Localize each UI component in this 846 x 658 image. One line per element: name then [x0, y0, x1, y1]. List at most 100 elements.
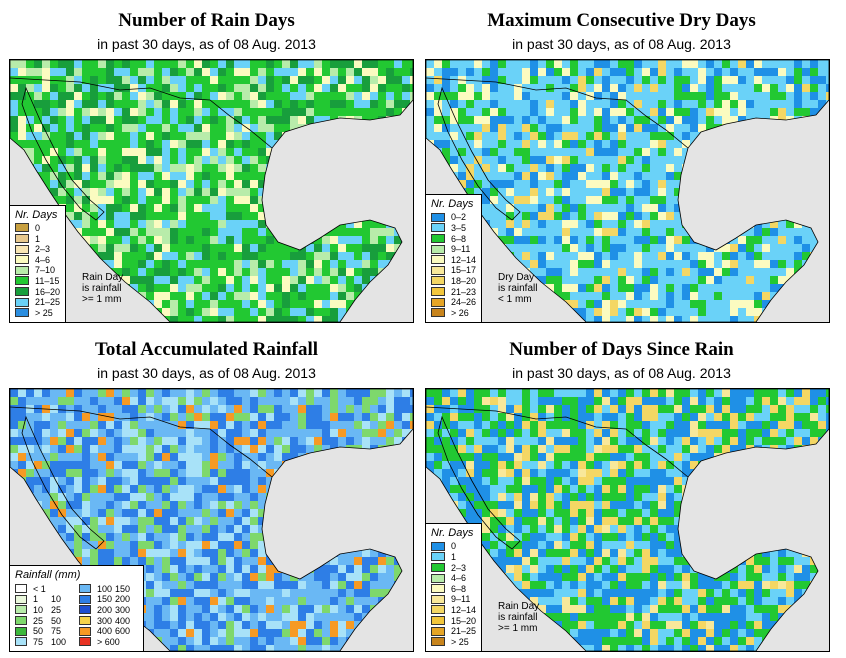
legend-range-from: > 600 — [97, 636, 120, 647]
note-line: is rainfall — [498, 283, 538, 294]
legend-row: 100 150 — [79, 583, 138, 594]
coastline — [437, 415, 521, 550]
legend-title: Nr. Days — [431, 527, 474, 540]
legend-label: 9–11 — [451, 244, 471, 255]
legend-row: 9–11 — [431, 244, 476, 255]
legend-swatch — [431, 552, 445, 562]
legend-label: > 26 — [451, 307, 469, 318]
legend-range-from: 150 — [97, 594, 113, 605]
legend-row: > 25 — [15, 307, 60, 318]
legend-swatch — [431, 265, 445, 275]
legend-label: 16–20 — [35, 286, 61, 297]
legend-row: 2–3 — [15, 244, 60, 255]
legend-swatch — [15, 297, 29, 307]
legend: Nr. Days 0 1 2–3 4–6 6–8 9–11 12–14 15–20 21–25 >… — [426, 523, 483, 651]
legend-row: 21–25 — [431, 626, 476, 637]
note-line: Rain Day — [498, 601, 540, 612]
legend-swatch — [431, 223, 445, 233]
legend-swatch — [15, 276, 29, 286]
legend-range-from: 75 — [33, 636, 44, 647]
legend-range-to: 10 — [51, 594, 62, 605]
panel-title: Total Accumulated Rainfall — [94, 339, 319, 360]
note-line: is rainfall — [82, 283, 122, 294]
legend-row: 24–26 — [431, 297, 476, 308]
legend-range-to: 200 — [115, 594, 131, 605]
legend-range-to: 50 — [51, 615, 62, 626]
legend-note: Dry Day is rainfall < 1 mm — [498, 272, 537, 305]
legend-swatch — [79, 605, 91, 615]
legend-label: 0 — [35, 222, 41, 233]
legend-title: Nr. Days — [431, 198, 474, 211]
legend-swatch — [431, 616, 445, 626]
legend-swatch — [431, 234, 445, 244]
legend-label: 24–26 — [451, 297, 477, 308]
legend-swatch — [15, 605, 27, 615]
legend-label: 0–2 — [451, 212, 467, 223]
legend-row: 1 10 — [15, 594, 69, 605]
legend-swatch — [15, 244, 29, 254]
country-border — [426, 406, 689, 478]
legend-row: 25 50 — [15, 615, 69, 626]
note-line: >= 1 mm — [498, 623, 538, 634]
country-border — [10, 77, 273, 149]
legend-row: > 600 — [79, 636, 138, 647]
legend-row: 0–2 — [431, 212, 476, 223]
legend-label: 6–8 — [451, 233, 467, 244]
legend-row: 15–20 — [431, 615, 476, 626]
legend-row: 12–14 — [431, 254, 476, 265]
legend-range-from: 400 — [97, 626, 113, 637]
coastline — [426, 60, 829, 322]
legend-label: 2–3 — [451, 562, 467, 573]
land-raster — [426, 389, 829, 651]
panel-dry-days: Maximum Consecutive Dry Days in past 30 … — [415, 0, 830, 329]
legend-row: 150 200 — [79, 594, 138, 605]
land-raster — [10, 60, 413, 322]
coastline — [21, 415, 105, 550]
legend-swatch — [431, 626, 445, 636]
legend-label: 3–5 — [451, 222, 467, 233]
legend-swatch — [431, 244, 445, 254]
panel-subtitle: in past 30 days, as of 08 Aug. 2013 — [512, 365, 731, 381]
legend-swatch — [15, 287, 29, 297]
legend-range-to: 100 — [51, 636, 67, 647]
legend-swatch — [15, 594, 27, 604]
panel-rain-days: Number of Rain Days in past 30 days, as … — [0, 0, 414, 329]
legend-swatch — [431, 605, 445, 615]
map-canvas — [10, 60, 413, 322]
coastline — [437, 86, 521, 221]
legend-row: 10 25 — [15, 605, 69, 616]
legend-swatch — [79, 626, 91, 636]
coastline — [10, 60, 413, 322]
legend-range-from: 25 — [33, 615, 44, 626]
legend-swatch — [15, 265, 29, 275]
legend-range-to: 400 — [115, 615, 131, 626]
legend: Nr. Days 0 1 2–3 4–6 7–10 11–15 16–20 21–25 > 25 — [10, 204, 67, 322]
legend-range-from: 50 — [33, 626, 44, 637]
legend-label: 0 — [451, 541, 457, 552]
legend-row: 21–23 — [431, 286, 476, 297]
legend-swatch — [431, 212, 445, 222]
legend-range-to: 300 — [115, 604, 131, 615]
legend-row: 50 75 — [15, 626, 69, 637]
map-days-since-rain: Nr. Days 0 1 2–3 4–6 6–8 9–11 12–14 15–20 21–25 >… — [425, 388, 830, 652]
legend-swatch — [15, 626, 27, 636]
coastline — [21, 86, 105, 221]
map-canvas — [426, 60, 829, 322]
legend-row: 200 300 — [79, 605, 138, 616]
legend-range-to: 75 — [51, 626, 62, 637]
legend-row: 11–15 — [15, 276, 60, 287]
legend-label: 15–17 — [451, 265, 477, 276]
legend-range-from: 100 — [97, 583, 113, 594]
map-dry-days: Nr. Days 0–2 3–5 6–8 9–11 12–14 15–17 18–20 21–… — [425, 59, 830, 323]
legend-label: > 25 — [451, 636, 469, 647]
legend-swatch — [79, 637, 91, 647]
legend-label: 1 — [35, 233, 41, 244]
legend-row: 4–6 — [431, 573, 476, 584]
legend-swatch — [431, 637, 445, 647]
legend-swatch — [15, 308, 29, 318]
legend-swatch — [431, 541, 445, 551]
legend-range-to: 600 — [115, 626, 131, 637]
legend-label: 9–11 — [451, 594, 471, 605]
map-canvas — [426, 389, 829, 651]
legend-range-from: 10 — [33, 604, 44, 615]
